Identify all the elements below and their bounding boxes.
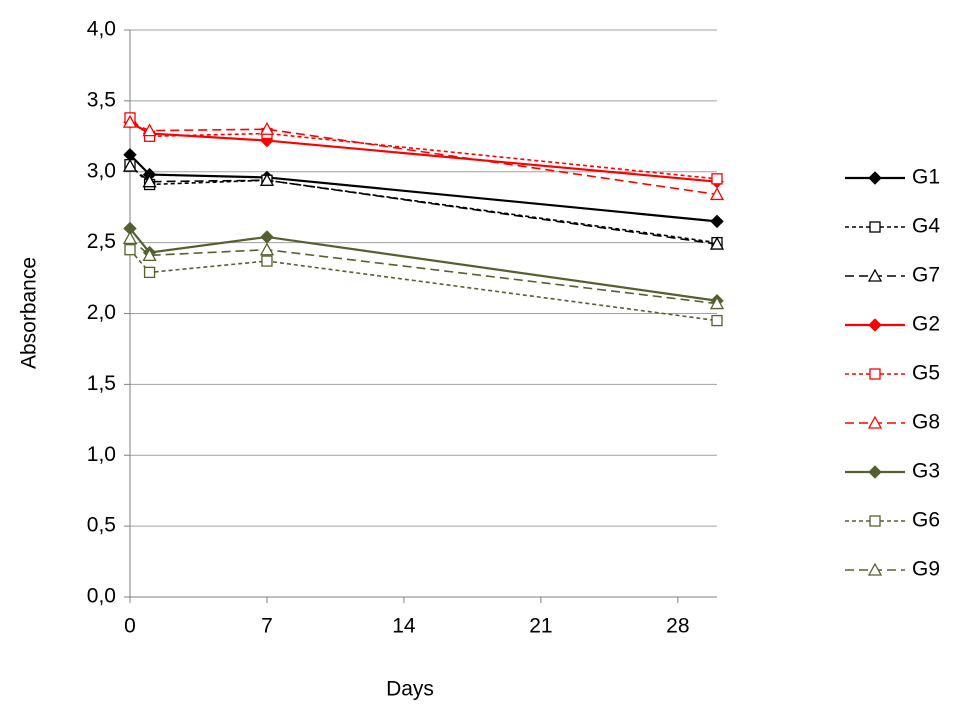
y-tick-label: 2,0 [87, 301, 116, 324]
marker [710, 214, 724, 229]
series-line [129, 249, 718, 322]
y-tick-label: 0,0 [87, 585, 116, 608]
y-tick-label: 4,0 [87, 18, 116, 41]
marker [709, 296, 725, 310]
marker [122, 231, 138, 245]
marker [142, 174, 157, 188]
legend-label: G6 [912, 509, 940, 532]
series-line [129, 237, 718, 305]
y-tick-label: 3,5 [87, 88, 116, 111]
marker [259, 172, 275, 186]
marker [259, 121, 275, 135]
marker [122, 158, 138, 172]
marker [868, 318, 882, 332]
x-tick-label: 7 [261, 615, 273, 638]
series-line [129, 165, 718, 245]
legend-label: G2 [912, 313, 940, 336]
marker [142, 123, 157, 137]
series-line [129, 121, 718, 196]
marker [869, 221, 881, 233]
y-tick-label: 1,0 [87, 443, 116, 466]
marker [122, 114, 138, 128]
y-tick-label: 2,5 [87, 230, 116, 253]
y-tick-label: 1,5 [87, 372, 116, 395]
marker [869, 368, 881, 380]
marker [867, 562, 883, 576]
marker [709, 187, 725, 201]
marker [711, 314, 723, 327]
marker [868, 171, 882, 185]
marker [143, 266, 156, 279]
legend-label: G3 [912, 460, 940, 483]
marker [261, 255, 273, 267]
series-line [129, 117, 718, 180]
marker [868, 465, 882, 479]
marker [709, 236, 725, 250]
marker [867, 415, 883, 429]
y-axis-label: Absorbance [18, 257, 41, 369]
marker [869, 515, 881, 527]
legend-label: G1 [912, 166, 940, 189]
y-tick-label: 0,5 [87, 514, 116, 537]
legend-label: G7 [912, 264, 940, 287]
series-line [129, 153, 718, 223]
legend-label: G5 [912, 362, 940, 385]
series-line [129, 227, 718, 302]
legend-label: G8 [912, 411, 940, 434]
x-axis-label: Days [386, 678, 434, 701]
x-tick-label: 0 [124, 615, 136, 638]
marker [260, 230, 274, 244]
legend-label: G4 [912, 215, 940, 238]
x-tick-label: 21 [529, 615, 552, 638]
marker [124, 244, 136, 256]
marker [711, 173, 723, 185]
x-tick-label: 28 [666, 615, 689, 638]
marker [867, 268, 883, 282]
x-tick-label: 14 [392, 615, 416, 638]
marker [142, 248, 157, 262]
legend-label: G9 [912, 558, 940, 581]
marker [259, 242, 275, 256]
y-tick-label: 3,0 [87, 159, 116, 182]
